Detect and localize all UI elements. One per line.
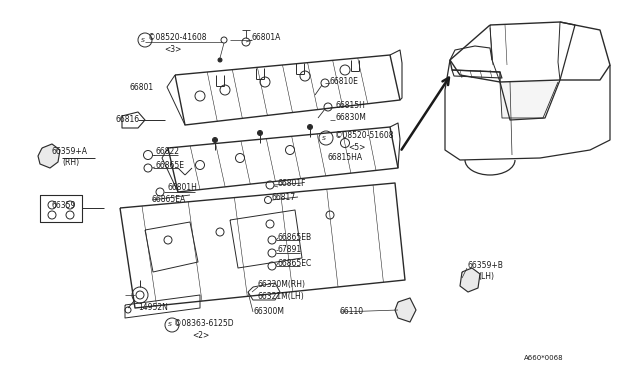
Text: 66830M: 66830M	[335, 113, 366, 122]
Text: 66110: 66110	[340, 308, 364, 317]
Circle shape	[307, 125, 312, 129]
Text: 66817: 66817	[272, 192, 296, 202]
Text: 66801: 66801	[130, 83, 154, 93]
Text: 66359+B: 66359+B	[467, 260, 503, 269]
Text: <3>: <3>	[164, 45, 181, 55]
Text: 66822: 66822	[155, 148, 179, 157]
Text: <5>: <5>	[348, 144, 365, 153]
Text: (LH): (LH)	[478, 272, 494, 280]
Text: 66815HA: 66815HA	[327, 154, 362, 163]
Polygon shape	[395, 298, 416, 322]
Text: 66810E: 66810E	[330, 77, 359, 87]
Text: ©08520-41608: ©08520-41608	[148, 33, 207, 42]
Polygon shape	[500, 82, 558, 118]
Text: 66865E: 66865E	[155, 160, 184, 170]
Text: 66359+A: 66359+A	[52, 148, 88, 157]
Text: A660*0068: A660*0068	[524, 355, 564, 361]
Text: 66815H: 66815H	[335, 100, 365, 109]
Text: (RH): (RH)	[62, 157, 79, 167]
Text: 66801A: 66801A	[252, 33, 282, 42]
Text: 66320M(RH): 66320M(RH)	[258, 280, 306, 289]
Text: 66321M(LH): 66321M(LH)	[258, 292, 305, 301]
Text: 66359: 66359	[52, 201, 76, 209]
Text: 67891: 67891	[278, 246, 302, 254]
Text: S: S	[141, 38, 145, 42]
Text: 66300M: 66300M	[253, 308, 284, 317]
Circle shape	[218, 58, 222, 62]
Text: 66865EC: 66865EC	[278, 259, 312, 267]
Text: S: S	[168, 323, 172, 327]
Polygon shape	[460, 268, 480, 292]
Text: 66816: 66816	[115, 115, 139, 125]
Polygon shape	[38, 144, 60, 168]
Text: <2>: <2>	[192, 330, 209, 340]
Circle shape	[257, 131, 262, 135]
Circle shape	[212, 138, 218, 142]
Text: ©08363-6125D: ©08363-6125D	[174, 318, 234, 327]
Text: 66801H: 66801H	[167, 183, 197, 192]
Text: S: S	[322, 135, 326, 141]
Text: 66865EA: 66865EA	[152, 196, 186, 205]
Text: 66865EB: 66865EB	[278, 232, 312, 241]
Text: 14952N: 14952N	[138, 302, 168, 311]
Text: ©08520-51608: ©08520-51608	[335, 131, 394, 141]
Text: 66801F: 66801F	[278, 179, 307, 187]
